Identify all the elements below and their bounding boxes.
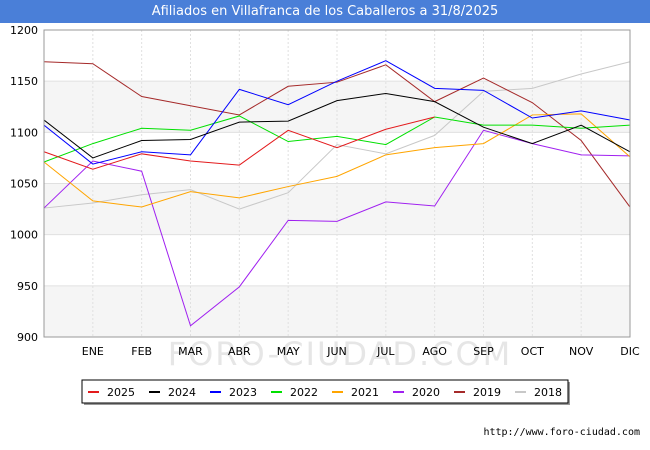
- legend-label-2025: 2025: [107, 386, 135, 399]
- x-tick-label: DIC: [620, 345, 640, 358]
- x-axis-ticks: ENE FEB MAR ABR MAY JUN JUL AGO SEP OCT NOV DIC: [82, 345, 640, 358]
- legend-label-2023: 2023: [229, 386, 257, 399]
- x-tick-label: JUL: [376, 345, 395, 358]
- legend-label-2020: 2020: [412, 386, 440, 399]
- y-tick-label: 1150: [10, 75, 38, 88]
- x-tick-label: ABR: [228, 345, 251, 358]
- watermark: FORO-CIUDAD.COM: [168, 335, 513, 373]
- y-tick-label: 950: [17, 280, 38, 293]
- series-line-2023: [43, 60, 631, 165]
- legend-label-2018: 2018: [534, 386, 562, 399]
- x-tick-label: MAR: [178, 345, 203, 358]
- legend: 2025 2024 2023 2022 2021 2020 2019 2018: [81, 379, 570, 405]
- legend-label-2024: 2024: [168, 386, 196, 399]
- x-tick-label: MAY: [277, 345, 300, 358]
- y-tick-label: 1000: [10, 229, 38, 242]
- series-lines: [43, 60, 631, 327]
- x-tick-label: FEB: [131, 345, 152, 358]
- x-tick-label: SEP: [473, 345, 494, 358]
- series-line-2021: [43, 113, 631, 208]
- y-tick-label: 1050: [10, 178, 38, 191]
- y-tick-label: 1200: [10, 24, 38, 37]
- legend-label-2019: 2019: [473, 386, 501, 399]
- legend-label-2021: 2021: [351, 386, 379, 399]
- legend-label-2022: 2022: [290, 386, 318, 399]
- series-line-2024: [43, 92, 631, 159]
- series-line-2025: [43, 116, 435, 170]
- x-tick-label: OCT: [521, 345, 544, 358]
- x-tick-label: JUN: [326, 345, 347, 358]
- series-line-2019: [43, 61, 631, 208]
- y-axis-ticks: 900 950 1000 1050 1100 1150 1200: [10, 24, 38, 344]
- series-line-2018: [43, 61, 631, 210]
- x-tick-label: AGO: [422, 345, 447, 358]
- x-tick-label: ENE: [82, 345, 104, 358]
- y-tick-label: 1100: [10, 126, 38, 139]
- x-tick-label: NOV: [569, 345, 594, 358]
- chart-title: Afiliados en Villafranca de los Caballer…: [0, 0, 650, 23]
- plot-frame: [43, 29, 631, 338]
- source-url: http://www.foro-ciudad.com: [483, 427, 640, 438]
- series-line-2022: [43, 115, 631, 163]
- y-tick-label: 900: [17, 331, 38, 344]
